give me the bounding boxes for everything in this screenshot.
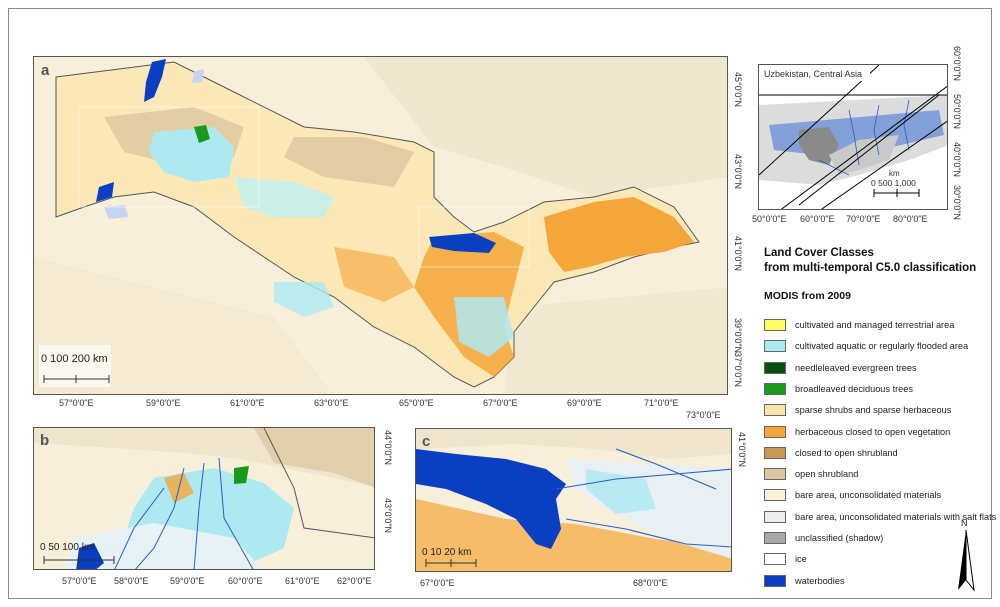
north-arrow: N: [956, 518, 976, 592]
aydar-lake-water: [429, 233, 496, 253]
legend-swatch: [764, 468, 786, 481]
panel-a-x-tick: 61°0'0"E: [230, 398, 265, 408]
legend-item-label: bare area, unconsolidated materials: [795, 490, 942, 501]
panel-b-y-tick: 43°0'0"N: [383, 498, 393, 534]
legend-item: needleleaved evergreen trees: [764, 360, 917, 376]
inset-scale-label: 0 500 1,000: [871, 178, 916, 188]
legend-title-line2: from multi-temporal C5.0 classification: [764, 262, 977, 274]
map-panel-c-canvas: [416, 429, 731, 571]
legend-item: broadleaved deciduous trees: [764, 381, 913, 397]
legend-subtitle: MODIS from 2009: [764, 290, 851, 302]
panel-a-x-tick: 69°0'0"E: [567, 398, 602, 408]
legend-item-label: bare area, unconsolidated materials with…: [795, 511, 997, 522]
inset-x-tick: 50°0'0"E: [752, 214, 787, 224]
legend-item: sparse shrubs and sparse herbaceous: [764, 402, 951, 418]
legend-item: bare area, unconsolidated materials with…: [764, 509, 996, 525]
legend-item-label: ice: [795, 554, 807, 565]
legend-swatch: [764, 361, 786, 374]
inset-y-tick: 50°0'0"N: [952, 94, 962, 130]
panel-b-x-tick: 57°0'0"E: [62, 576, 97, 586]
legend-swatch: [764, 553, 786, 566]
panel-a-x-tick: 65°0'0"E: [399, 398, 434, 408]
map-panel-c: c 0 10 20 km: [415, 428, 732, 572]
panel-a-y-tick: 37°0'0"N: [733, 352, 743, 388]
legend-item: cultivated and managed terrestrial area: [764, 317, 954, 333]
panel-a-x-tick: 59°0'0"E: [146, 398, 181, 408]
legend-swatch: [764, 489, 786, 502]
map-panel-b: b 0 50 100 km: [33, 427, 375, 570]
map-panel-a-canvas: [34, 57, 727, 394]
legend-item: unclassified (shadow): [764, 530, 883, 546]
legend-item-label: broadleaved deciduous trees: [795, 383, 913, 394]
legend-item: bare area, unconsolidated materials: [764, 487, 941, 503]
legend-item: closed to open shrubland: [764, 445, 898, 461]
panel-a-x-tick: 63°0'0"E: [314, 398, 349, 408]
panel-b-x-tick: 60°0'0"E: [228, 576, 263, 586]
legend-item-label: cultivated and managed terrestrial area: [795, 320, 955, 330]
legend-item: waterbodies: [764, 573, 845, 589]
panel-b-y-tick: 44°0'0"N: [383, 430, 393, 466]
inset-scale-unit: km: [889, 169, 900, 178]
inset-y-tick: 60°0'0"N: [952, 46, 962, 82]
inset-y-tick: 40°0'0"N: [952, 142, 962, 178]
legend-item-label: waterbodies: [795, 575, 845, 586]
legend-swatch: [764, 425, 786, 438]
legend-swatch: [764, 340, 786, 353]
panel-a-y-tick: 43°0'0"N: [733, 154, 743, 190]
legend-item-label: closed to open shrubland: [795, 447, 898, 458]
inset-map: Uzbekistan, Central Asia 0 500 1,000 km: [758, 64, 948, 210]
panel-b-x-tick: 62°0'0"E: [337, 576, 372, 586]
legend-swatch: [764, 446, 786, 459]
panel-a-x-tick: 67°0'0"E: [483, 398, 518, 408]
lake-water: [416, 449, 566, 549]
inset-x-tick: 60°0'0"E: [800, 214, 835, 224]
legend-item: herbaceous closed to open vegetation: [764, 424, 950, 440]
legend-swatch: [764, 532, 786, 544]
panel-c-letter: c: [422, 433, 431, 450]
panel-a-scale-label: 0 100 200 km: [41, 353, 108, 365]
legend-item-label: open shrubland: [795, 469, 859, 480]
panel-b-x-tick: 61°0'0"E: [285, 576, 320, 586]
inset-title: Uzbekistan, Central Asia: [764, 69, 863, 79]
panel-b-x-tick: 58°0'0"E: [114, 576, 149, 586]
north-arrow-label: N: [961, 518, 968, 528]
legend-item-label: herbaceous closed to open vegetation: [795, 426, 951, 437]
panel-a-x-tick: 71°0'0"E: [644, 398, 679, 408]
legend-swatch: [764, 404, 786, 417]
inset-map-canvas: [759, 65, 947, 209]
panel-c-x-tick: 68°0'0"E: [633, 578, 668, 588]
panel-c-y-tick: 41°0'0"N: [737, 432, 747, 468]
inset-x-tick: 80°0'0"E: [893, 214, 928, 224]
figure-frame: [8, 8, 992, 599]
panel-c-x-tick: 67°0'0"E: [420, 578, 455, 588]
legend-item-label: cultivated aquatic or regularly flooded …: [795, 341, 969, 352]
inset-y-tick: 30°0'0"N: [952, 185, 962, 221]
panel-a-y-tick: 45°0'0"N: [733, 72, 743, 108]
legend-item: cultivated aquatic or regularly flooded …: [764, 338, 968, 354]
panel-a-letter: a: [41, 62, 50, 79]
north-arrow-icon: [958, 530, 975, 592]
legend-item: ice: [764, 551, 807, 567]
legend-swatch: [764, 319, 786, 331]
panel-b-x-tick: 59°0'0"E: [170, 576, 205, 586]
inset-x-tick: 70°0'0"E: [846, 214, 881, 224]
legend-title: Land Cover Classes: [764, 247, 874, 259]
legend-item-label: sparse shrubs and sparse herbaceous: [795, 405, 952, 416]
panel-a-x-tick: 57°0'0"E: [59, 398, 94, 408]
legend-item: open shrubland: [764, 466, 858, 482]
panel-c-scale-label: 0 10 20 km: [422, 547, 472, 558]
legend-item-label: unclassified (shadow): [795, 533, 884, 543]
panel-a-y-tick: 41°0'0"N: [733, 236, 743, 272]
map-panel-a: a 0 100 200 km: [33, 56, 728, 395]
north-aral-water: [144, 59, 166, 102]
legend-swatch: [764, 574, 786, 587]
panel-a-y-tick: 39°0'0"N: [733, 318, 743, 354]
panel-b-letter: b: [40, 432, 50, 449]
legend-swatch: [764, 510, 786, 523]
panel-a-x-tick: 73°0'0"E: [686, 410, 721, 420]
panel-b-scale-label: 0 50 100 km: [40, 542, 96, 553]
map-panel-b-canvas: [34, 428, 374, 569]
legend-item-label: needleleaved evergreen trees: [795, 362, 917, 373]
legend-swatch: [764, 382, 786, 395]
